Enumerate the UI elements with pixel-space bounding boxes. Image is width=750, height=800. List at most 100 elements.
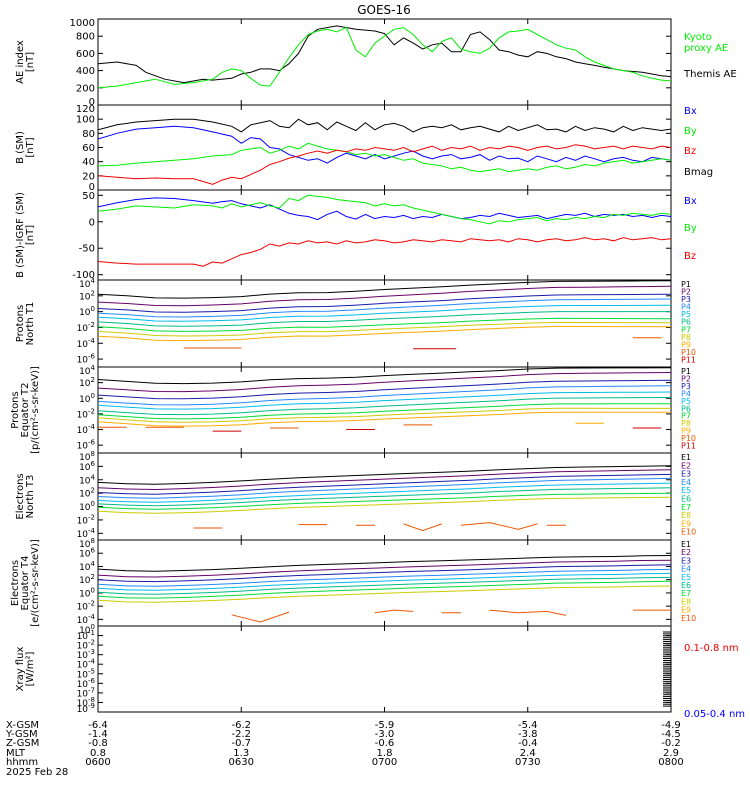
channel-label-e3: E3	[681, 470, 691, 479]
channel-line-p6	[98, 397, 671, 416]
legend-entry: By	[684, 223, 697, 234]
y-axis-title: ElectronsEquator T4[e/(cm²-s-sr-keV)]	[10, 539, 41, 627]
legend-entry: proxy AE	[684, 43, 728, 54]
plot-area	[98, 465, 671, 532]
channel-label-p2: P2	[681, 374, 691, 383]
y-tick-label: 10-5	[77, 667, 95, 680]
y-tick-label: -100	[72, 270, 95, 281]
channel-line-e5	[98, 482, 671, 503]
y-tick-label: 100	[76, 115, 95, 126]
channel-label-e1: E1	[681, 453, 691, 462]
channel-label-e10: E10	[681, 528, 696, 537]
channel-label-p5: P5	[681, 397, 691, 406]
channel-label-e1: E1	[681, 540, 691, 549]
y-tick-label: 102	[79, 487, 95, 500]
channel-label-p9: P9	[681, 427, 691, 436]
channel-line-p1	[98, 280, 671, 299]
y-tick-label: 0	[89, 217, 95, 228]
y-axis-title: B (SM)[nT]	[15, 131, 36, 164]
channel-label-p8: P8	[681, 333, 691, 342]
channel-label-p9: P9	[681, 340, 691, 349]
channel-line-p7	[98, 317, 671, 332]
channel-label-e2: E2	[681, 461, 691, 470]
y-tick-label: 102	[79, 376, 95, 389]
x-tick-value: 0730	[515, 757, 540, 768]
y-tick-label: 10-2	[77, 321, 95, 334]
series-bz	[98, 237, 671, 267]
series-by	[98, 142, 671, 173]
channel-line-p7	[98, 403, 671, 420]
y-tick-label: 0	[89, 97, 95, 108]
date-label: 2025 Feb 28	[6, 767, 68, 778]
legend-entry: 0.05-0.4 nm	[684, 709, 745, 720]
y-tick-label: 800	[76, 32, 95, 43]
channel-line-p2	[98, 285, 671, 307]
y-tick-label: 20	[82, 171, 95, 182]
channel-line-e2	[98, 469, 671, 491]
x-tick-value: -6.2	[231, 720, 251, 731]
y-tick-label: 100	[79, 586, 95, 599]
legend-entry: Themis AE	[683, 69, 737, 80]
channel-label-e9: E9	[681, 606, 691, 615]
y-tick-label: 104	[79, 277, 95, 290]
legend-entry: Bz	[684, 251, 696, 262]
x-tick-value: -0.2	[661, 738, 681, 749]
x-tick-value: 2.9	[663, 748, 679, 759]
channel-label-e9: E9	[681, 519, 691, 528]
x-tick-value: -4.5	[661, 729, 681, 740]
panel-frame	[97, 18, 672, 106]
x-tick-value: 2.4	[520, 748, 536, 759]
row-label: hhmm	[6, 757, 38, 768]
x-tick-value: 1.8	[377, 748, 393, 759]
y-tick-label: 0	[89, 182, 95, 193]
y-tick-label: 60	[82, 143, 95, 154]
y-tick-label: 10-4	[77, 527, 96, 540]
channel-label-p1: P1	[681, 280, 691, 289]
y-tick-label: 10-8	[77, 696, 95, 709]
channel-line-e1	[98, 465, 671, 485]
x-tick-value: -6.4	[88, 720, 108, 731]
channel-label-p4: P4	[681, 389, 691, 398]
series-bx	[98, 125, 671, 164]
plot-area	[98, 367, 671, 432]
y-tick-label: 10-2	[77, 407, 95, 420]
x-tick-value: -0.6	[375, 738, 395, 749]
channel-label-e5: E5	[681, 573, 691, 582]
channel-line-e7	[98, 580, 671, 599]
series-themis-ae	[98, 25, 671, 84]
y-tick-label: 104	[79, 560, 95, 573]
channel-label-p1: P1	[681, 367, 691, 376]
channel-line-p4	[98, 298, 671, 318]
channel-line-p9	[98, 326, 671, 342]
y-tick-label: 50	[82, 191, 95, 202]
channel-line-p5	[98, 304, 671, 322]
channel-line-e5	[98, 572, 671, 591]
panel-3: -100 -50 0 50 B (SM)-IGRF (SM)[nT] Bx By Bz	[15, 189, 697, 281]
y-tick-label: 10-4	[77, 658, 96, 671]
legend-entry: Bx	[684, 106, 697, 117]
channel-line-p5	[98, 391, 671, 410]
legend-entry: 0.1-0.8 nm	[684, 643, 739, 654]
y-tick-label: 100	[79, 305, 95, 318]
y-tick-label: 10-2	[77, 639, 95, 652]
plot-title: GOES-16	[357, 3, 411, 17]
channel-label-p8: P8	[681, 419, 691, 428]
y-tick-label: 108	[79, 450, 95, 463]
channel-label-p11: P11	[681, 442, 696, 451]
channel-line-e8	[98, 585, 671, 603]
plot-area	[98, 194, 671, 267]
channel-label-e6: E6	[681, 495, 691, 504]
row-label: MLT	[6, 748, 26, 759]
channel-line-e3	[98, 564, 671, 583]
y-tick-label: 40	[82, 157, 95, 168]
y-tick-label: 10-6	[77, 353, 96, 366]
channel-label-p5: P5	[681, 310, 691, 319]
channel-line-e7	[98, 492, 671, 510]
